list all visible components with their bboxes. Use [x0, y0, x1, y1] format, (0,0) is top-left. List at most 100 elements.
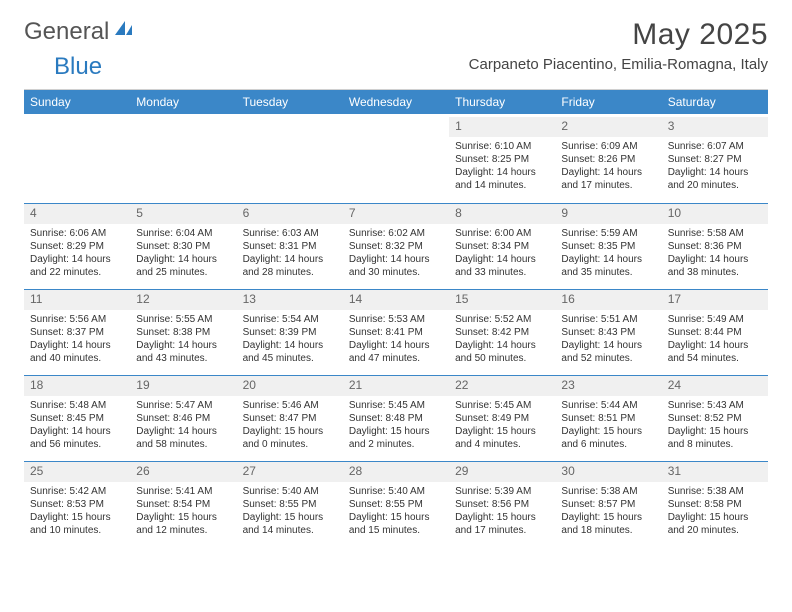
daylight-text: Daylight: 14 hours and 45 minutes.	[243, 339, 337, 365]
sunset-text: Sunset: 8:55 PM	[349, 498, 443, 511]
daylight-text: Daylight: 14 hours and 22 minutes.	[30, 253, 124, 279]
daylight-text: Daylight: 15 hours and 20 minutes.	[668, 511, 762, 537]
sunset-text: Sunset: 8:30 PM	[136, 240, 230, 253]
calendar-day: 25Sunrise: 5:42 AMSunset: 8:53 PMDayligh…	[24, 458, 130, 544]
day-number: 29	[449, 461, 555, 482]
sunset-text: Sunset: 8:58 PM	[668, 498, 762, 511]
day-number: 30	[555, 461, 661, 482]
sunset-text: Sunset: 8:55 PM	[243, 498, 337, 511]
sunrise-text: Sunrise: 5:56 AM	[30, 313, 124, 326]
sunset-text: Sunset: 8:56 PM	[455, 498, 549, 511]
day-header: Sunday	[24, 90, 130, 114]
calendar-day: 16Sunrise: 5:51 AMSunset: 8:43 PMDayligh…	[555, 286, 661, 372]
day-number: 31	[662, 461, 768, 482]
sunrise-text: Sunrise: 5:45 AM	[455, 399, 549, 412]
day-header: Saturday	[662, 90, 768, 114]
sunset-text: Sunset: 8:38 PM	[136, 326, 230, 339]
daylight-text: Daylight: 14 hours and 30 minutes.	[349, 253, 443, 279]
calendar-day: 5Sunrise: 6:04 AMSunset: 8:30 PMDaylight…	[130, 200, 236, 286]
daylight-text: Daylight: 15 hours and 2 minutes.	[349, 425, 443, 451]
calendar-week: 11Sunrise: 5:56 AMSunset: 8:37 PMDayligh…	[24, 286, 768, 372]
sunset-text: Sunset: 8:32 PM	[349, 240, 443, 253]
sunset-text: Sunset: 8:45 PM	[30, 412, 124, 425]
sunset-text: Sunset: 8:25 PM	[455, 153, 549, 166]
sunrise-text: Sunrise: 5:51 AM	[561, 313, 655, 326]
logo-triangle-icon	[115, 21, 125, 35]
sunrise-text: Sunrise: 5:43 AM	[668, 399, 762, 412]
day-header: Monday	[130, 90, 236, 114]
sunrise-text: Sunrise: 5:55 AM	[136, 313, 230, 326]
sunset-text: Sunset: 8:27 PM	[668, 153, 762, 166]
daylight-text: Daylight: 14 hours and 20 minutes.	[668, 166, 762, 192]
day-number: 6	[237, 203, 343, 224]
daylight-text: Daylight: 14 hours and 43 minutes.	[136, 339, 230, 365]
daylight-text: Daylight: 14 hours and 56 minutes.	[30, 425, 124, 451]
sunrise-text: Sunrise: 5:44 AM	[561, 399, 655, 412]
day-number: 16	[555, 289, 661, 310]
title-block: May 2025 Carpaneto Piacentino, Emilia-Ro…	[469, 18, 768, 73]
sunrise-text: Sunrise: 5:48 AM	[30, 399, 124, 412]
calendar-day: 30Sunrise: 5:38 AMSunset: 8:57 PMDayligh…	[555, 458, 661, 544]
sunset-text: Sunset: 8:43 PM	[561, 326, 655, 339]
day-header-row: SundayMondayTuesdayWednesdayThursdayFrid…	[24, 90, 768, 114]
calendar-day: 10Sunrise: 5:58 AMSunset: 8:36 PMDayligh…	[662, 200, 768, 286]
day-number: 3	[662, 117, 768, 137]
sunrise-text: Sunrise: 5:38 AM	[561, 485, 655, 498]
daylight-text: Daylight: 14 hours and 38 minutes.	[668, 253, 762, 279]
day-number: 24	[662, 375, 768, 396]
daylight-text: Daylight: 14 hours and 14 minutes.	[455, 166, 549, 192]
calendar-week: 1Sunrise: 6:10 AMSunset: 8:25 PMDaylight…	[24, 114, 768, 200]
day-number: 17	[662, 289, 768, 310]
day-number: 14	[343, 289, 449, 310]
day-header: Thursday	[449, 90, 555, 114]
sunset-text: Sunset: 8:51 PM	[561, 412, 655, 425]
sunrise-text: Sunrise: 5:40 AM	[349, 485, 443, 498]
daylight-text: Daylight: 14 hours and 40 minutes.	[30, 339, 124, 365]
day-number: 26	[130, 461, 236, 482]
sunrise-text: Sunrise: 5:49 AM	[668, 313, 762, 326]
day-number: 4	[24, 203, 130, 224]
weeks-container: 1Sunrise: 6:10 AMSunset: 8:25 PMDaylight…	[24, 114, 768, 544]
sunset-text: Sunset: 8:52 PM	[668, 412, 762, 425]
logo-triangle-icon	[126, 25, 132, 35]
calendar-day: 31 Sunrise: 5:38 AMSunset: 8:58 PMDayligh…	[662, 458, 768, 544]
daylight-text: Daylight: 14 hours and 50 minutes.	[455, 339, 549, 365]
day-header: Friday	[555, 90, 661, 114]
day-header: Wednesday	[343, 90, 449, 114]
day-number: 5	[130, 203, 236, 224]
sunrise-text: Sunrise: 5:41 AM	[136, 485, 230, 498]
sunrise-text: Sunrise: 5:47 AM	[136, 399, 230, 412]
daylight-text: Daylight: 14 hours and 47 minutes.	[349, 339, 443, 365]
calendar-day: 29Sunrise: 5:39 AMSunset: 8:56 PMDayligh…	[449, 458, 555, 544]
calendar-day: 21Sunrise: 5:45 AMSunset: 8:48 PMDayligh…	[343, 372, 449, 458]
sunset-text: Sunset: 8:35 PM	[561, 240, 655, 253]
daylight-text: Daylight: 15 hours and 10 minutes.	[30, 511, 124, 537]
daylight-text: Daylight: 15 hours and 12 minutes.	[136, 511, 230, 537]
daylight-text: Daylight: 15 hours and 14 minutes.	[243, 511, 337, 537]
sunset-text: Sunset: 8:53 PM	[30, 498, 124, 511]
day-number: 15	[449, 289, 555, 310]
daylight-text: Daylight: 15 hours and 8 minutes.	[668, 425, 762, 451]
sunset-text: Sunset: 8:49 PM	[455, 412, 549, 425]
calendar-day: 27Sunrise: 5:40 AMSunset: 8:55 PMDayligh…	[237, 458, 343, 544]
calendar-day: 11Sunrise: 5:56 AMSunset: 8:37 PMDayligh…	[24, 286, 130, 372]
daylight-text: Daylight: 14 hours and 54 minutes.	[668, 339, 762, 365]
sunrise-text: Sunrise: 6:10 AM	[455, 140, 549, 153]
sunrise-text: Sunrise: 5:53 AM	[349, 313, 443, 326]
day-number: 8	[449, 203, 555, 224]
daylight-text: Daylight: 15 hours and 4 minutes.	[455, 425, 549, 451]
daylight-text: Daylight: 14 hours and 17 minutes.	[561, 166, 655, 192]
calendar-day: 8Sunrise: 6:00 AMSunset: 8:34 PMDaylight…	[449, 200, 555, 286]
day-number: 10	[662, 203, 768, 224]
calendar: SundayMondayTuesdayWednesdayThursdayFrid…	[24, 89, 768, 544]
sunrise-text: Sunrise: 5:38 AM	[668, 485, 762, 498]
sunset-text: Sunset: 8:46 PM	[136, 412, 230, 425]
calendar-day: 28Sunrise: 5:40 AMSunset: 8:55 PMDayligh…	[343, 458, 449, 544]
logo: General	[24, 18, 136, 46]
sunrise-text: Sunrise: 6:06 AM	[30, 227, 124, 240]
sunset-text: Sunset: 8:47 PM	[243, 412, 337, 425]
daylight-text: Daylight: 15 hours and 0 minutes.	[243, 425, 337, 451]
day-number: 19	[130, 375, 236, 396]
calendar-day: 12Sunrise: 5:55 AMSunset: 8:38 PMDayligh…	[130, 286, 236, 372]
calendar-day: 3Sunrise: 6:07 AMSunset: 8:27 PMDaylight…	[662, 114, 768, 200]
